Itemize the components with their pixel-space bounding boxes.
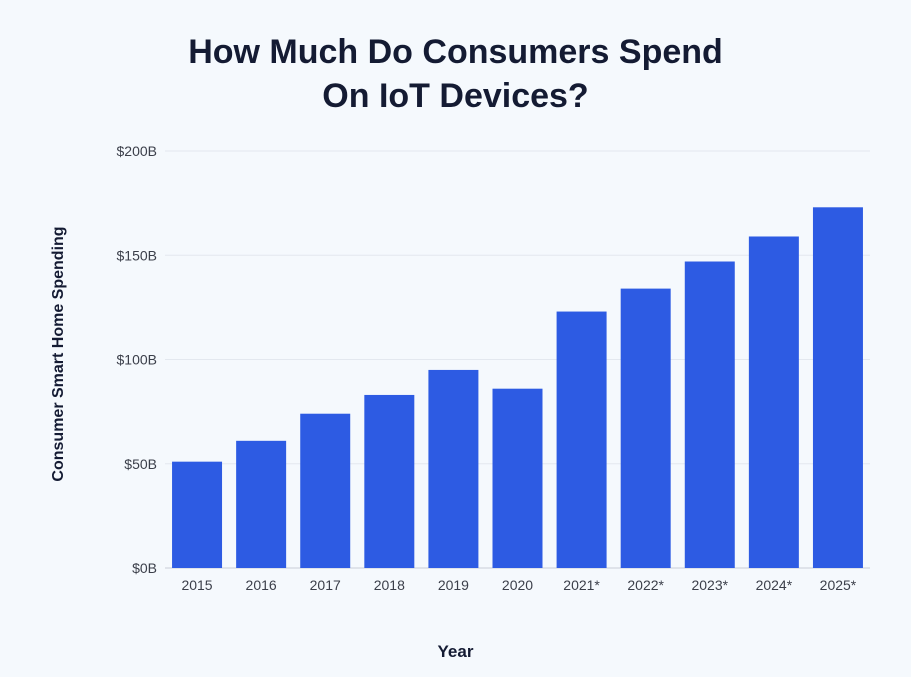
x-tick-label: 2024* xyxy=(756,577,793,593)
bar-2022-projected xyxy=(620,288,671,568)
chart-title-line-2: On IoT Devices? xyxy=(322,77,589,115)
x-tick-label: 2016 xyxy=(246,577,277,593)
y-tick-label: $100B xyxy=(117,352,157,368)
bar-2016 xyxy=(236,440,287,568)
x-tick-label: 2015 xyxy=(181,577,212,593)
x-tick-label: 2018 xyxy=(374,577,405,593)
x-tick-label: 2019 xyxy=(438,577,469,593)
chart-title-line-1: How Much Do Consumers Spend xyxy=(188,33,723,71)
chart-title: How Much Do Consumers Spend On IoT Devic… xyxy=(0,30,911,118)
x-axis-label: Year xyxy=(437,642,474,661)
y-tick-label: $150B xyxy=(117,247,157,263)
x-tick-label: 2022* xyxy=(627,577,664,593)
bar-2019 xyxy=(428,369,479,568)
bar-2015 xyxy=(172,461,223,568)
bar-2023-projected xyxy=(684,261,735,568)
x-axis-ticks: 2015 2016 2017 2018 2019 2020 2021* 2022* 2023* 2… xyxy=(181,577,856,593)
bar-2020 xyxy=(492,388,543,568)
x-tick-label: 2021* xyxy=(563,577,600,593)
x-tick-label: 2020 xyxy=(502,577,533,593)
x-tick-label: 2025* xyxy=(820,577,857,593)
y-axis-ticks: $0B $50B $100B $150B $200B xyxy=(117,143,157,576)
bar-2018 xyxy=(364,394,415,568)
bar-2024-projected xyxy=(748,236,799,569)
x-tick-label: 2023* xyxy=(691,577,728,593)
bars xyxy=(172,207,863,569)
bar-2017 xyxy=(300,413,351,568)
y-tick-label: $50B xyxy=(124,456,157,472)
y-tick-label: $200B xyxy=(117,143,157,159)
x-tick-label: 2017 xyxy=(310,577,341,593)
bar-2021-projected xyxy=(556,311,607,568)
bar-2025-projected xyxy=(812,207,863,569)
y-tick-label: $0B xyxy=(132,560,157,576)
